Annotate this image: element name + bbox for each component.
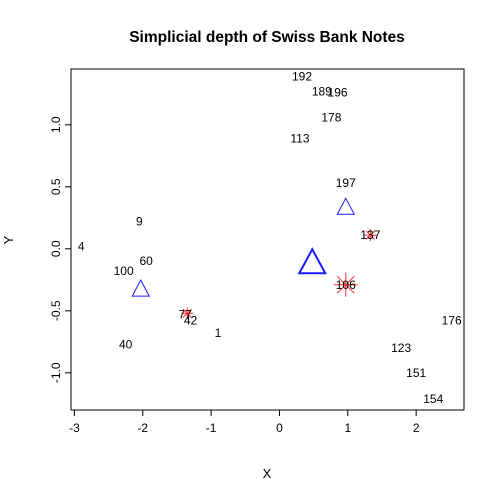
marks-layer	[131, 197, 377, 320]
star-stroke	[336, 275, 355, 294]
x-tick-label: 1	[344, 421, 351, 435]
point-label: 189	[312, 84, 332, 98]
plot-frame	[70, 68, 465, 411]
y-axis: -1.0 -0.5 0.0 0.5 1.0	[49, 116, 71, 383]
point-label: 1	[215, 326, 222, 340]
point-label: 40	[119, 337, 133, 351]
point-label: 178	[321, 110, 341, 124]
depth-triangle	[297, 247, 327, 275]
x-axis-title: X	[263, 466, 272, 481]
chart-title: Simplicial depth of Swiss Bank Notes	[129, 29, 405, 46]
depth-triangle	[131, 279, 151, 297]
x-tick-label: -3	[69, 421, 80, 435]
point-label: 154	[423, 392, 443, 406]
point-label: 123	[391, 341, 411, 355]
star-stroke	[182, 308, 192, 318]
point-label: 100	[114, 264, 134, 278]
point-label: 176	[442, 314, 462, 328]
point-label: 137	[360, 228, 380, 242]
y-tick-label: 1.0	[49, 116, 63, 133]
point-label: 4	[78, 239, 85, 253]
y-axis-title: Y	[1, 235, 16, 244]
outlier-star	[333, 272, 358, 297]
point-label: 42	[184, 314, 198, 328]
point-label: 106	[336, 278, 356, 292]
point-label: 192	[292, 69, 312, 83]
x-tick-label: -2	[137, 421, 148, 435]
x-tick-label: 2	[413, 421, 420, 435]
outlier-star	[364, 229, 377, 242]
y-tick-label: -0.5	[49, 300, 63, 321]
y-tick-label: 0.5	[49, 178, 63, 195]
x-tick-label: 0	[276, 421, 283, 435]
point-label: 9	[136, 215, 143, 229]
y-tick-label: -1.0	[49, 362, 63, 383]
y-tick-label: 0.0	[49, 240, 63, 257]
point-label: 60	[140, 254, 154, 268]
point-label: 77	[178, 308, 192, 322]
point-label: 196	[328, 86, 348, 100]
star-stroke	[365, 230, 375, 240]
x-tick-label: -1	[206, 421, 217, 435]
point-label: 151	[406, 366, 426, 380]
point-label: 113	[290, 131, 309, 145]
depth-triangle	[336, 197, 356, 215]
x-axis: -3 -2 -1 0 1 2	[69, 410, 420, 435]
point-label: 197	[336, 176, 356, 190]
outlier-star	[181, 307, 194, 320]
